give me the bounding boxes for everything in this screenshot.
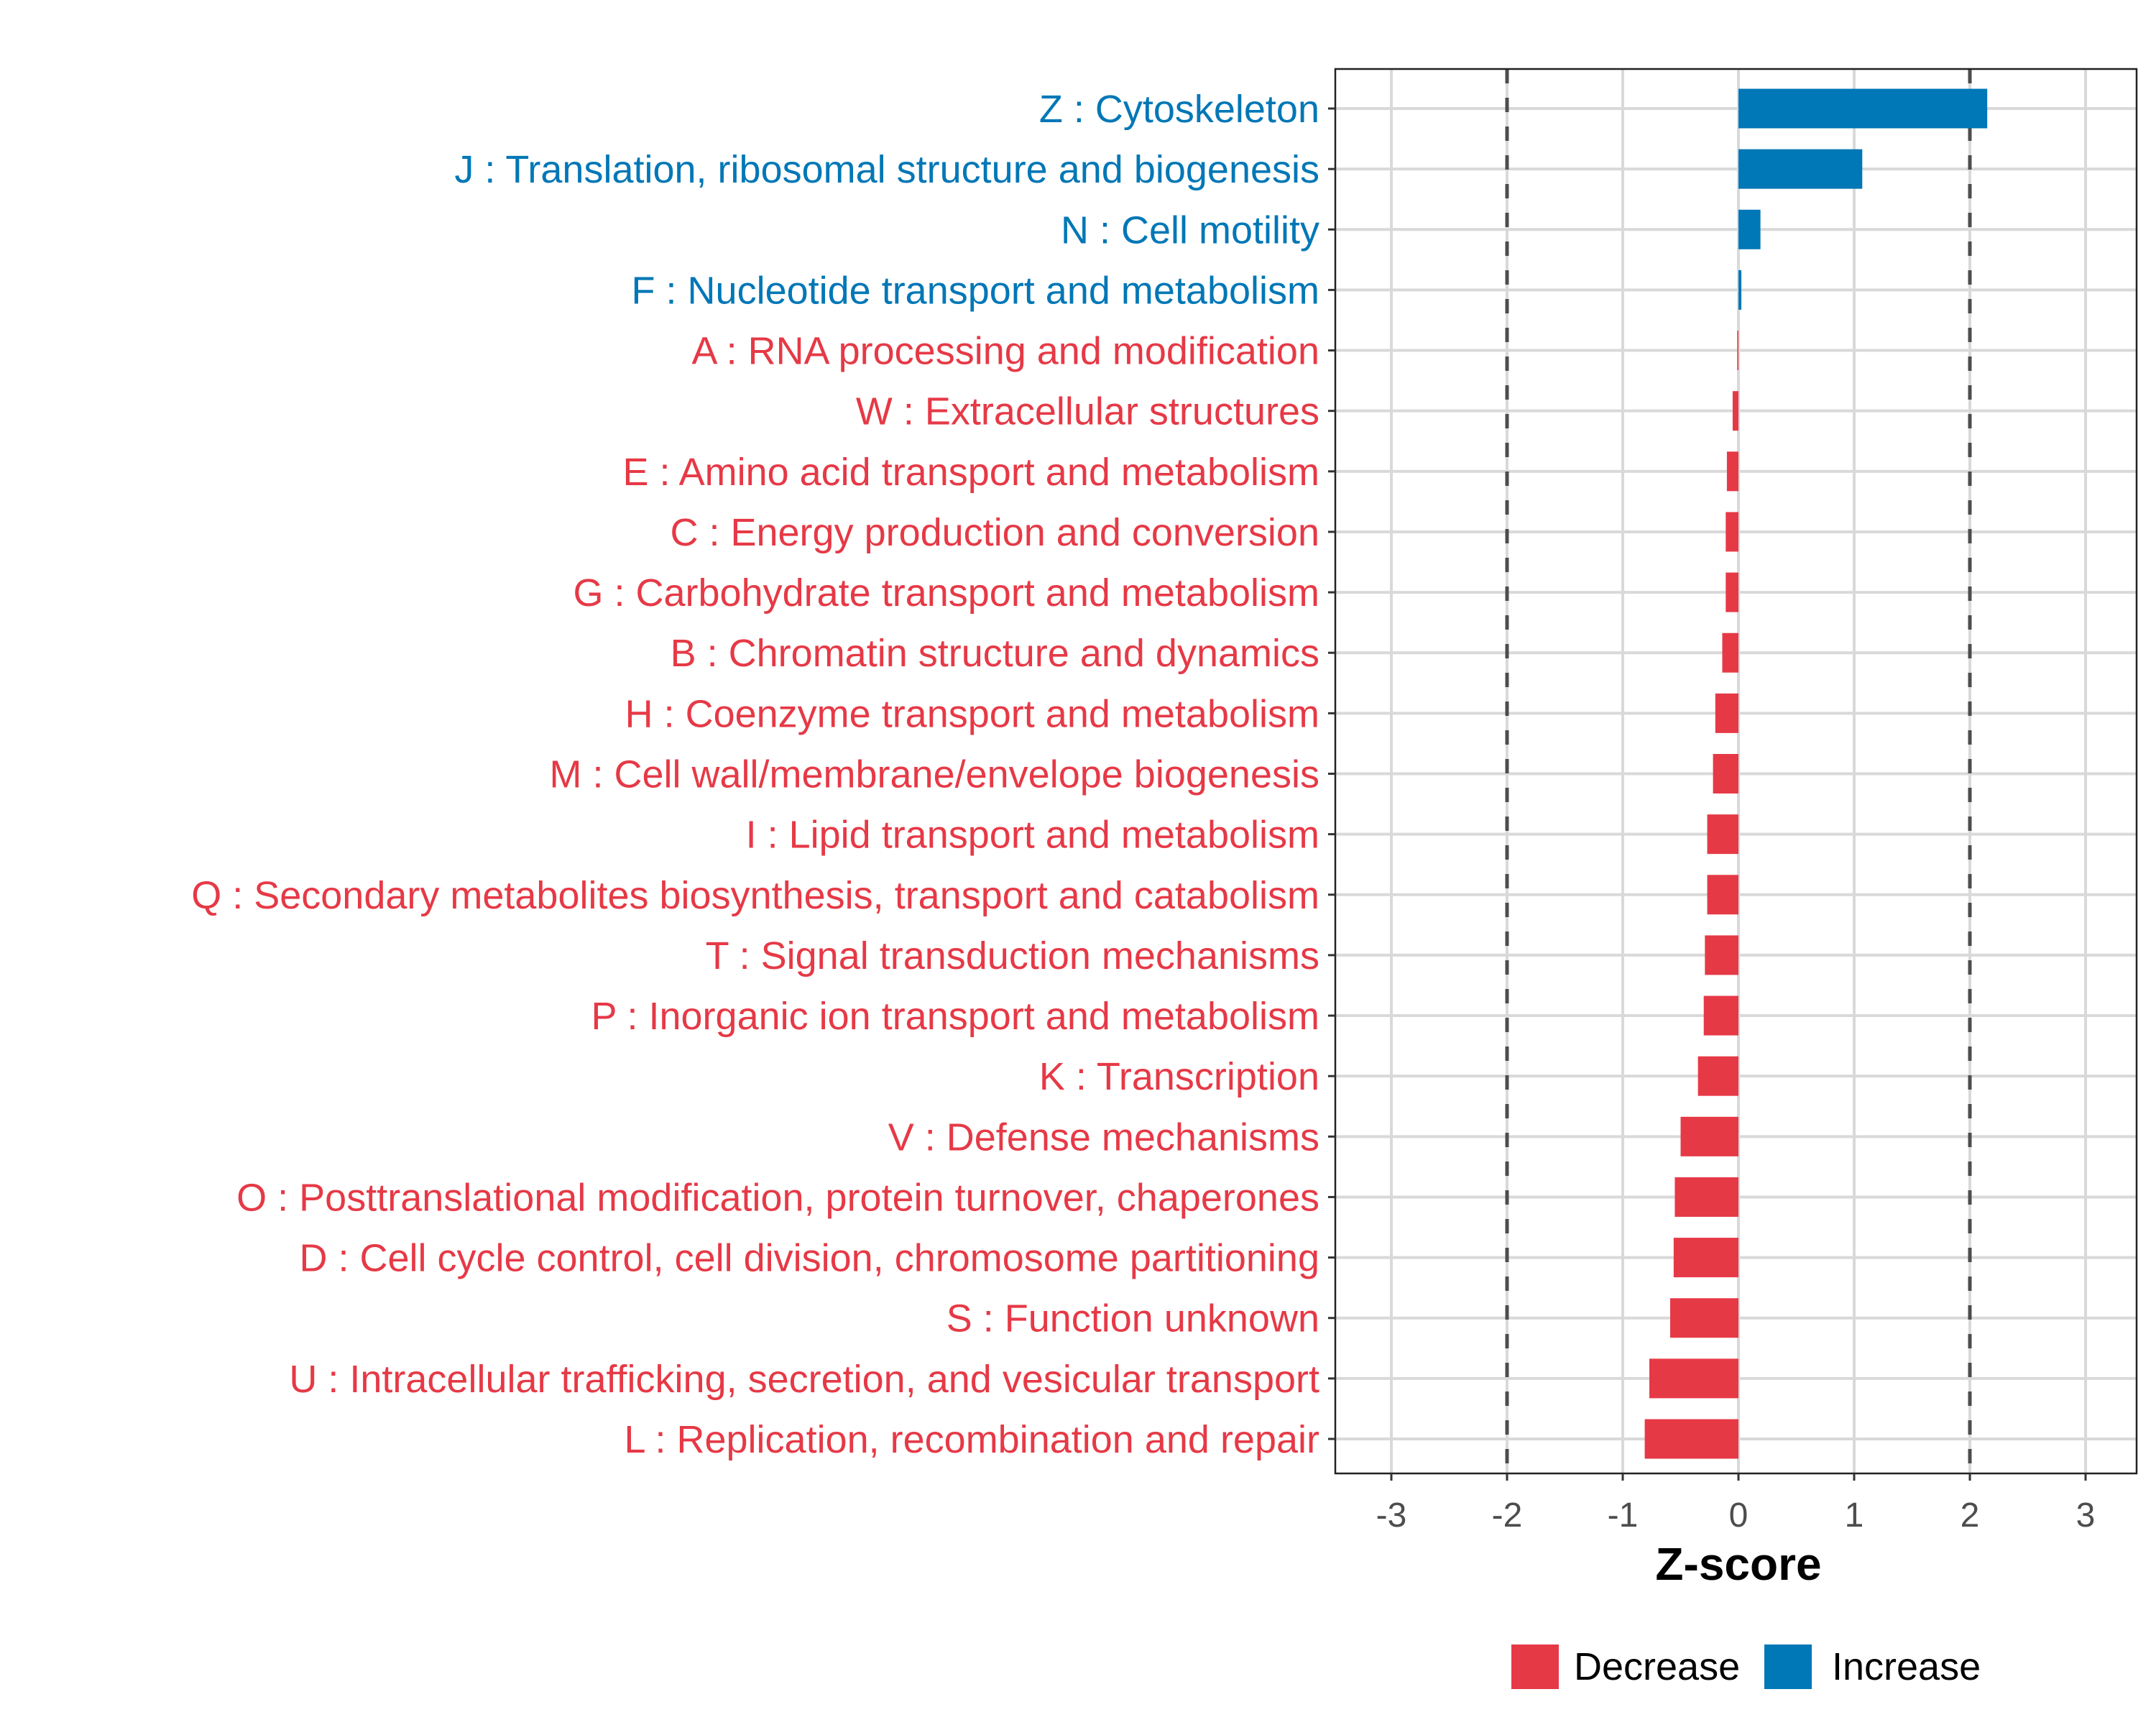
x-tick-label: 3 (2076, 1496, 2096, 1535)
bar (1703, 995, 1738, 1036)
category-label: T : Signal transduction mechanisms (706, 934, 1319, 978)
category-label: S : Function unknown (946, 1297, 1319, 1340)
legend: Decrease Increase (1511, 1644, 1981, 1689)
category-label: J : Translation, ribosomal structure and… (454, 148, 1319, 191)
bar (1680, 1116, 1738, 1156)
bar (1649, 1358, 1738, 1399)
bar (1722, 632, 1738, 673)
x-tick-label: 2 (1961, 1496, 1980, 1535)
category-label: G : Carbohydrate transport and metabolis… (573, 571, 1320, 615)
bar (1707, 814, 1738, 855)
bar (1738, 149, 1863, 189)
legend-key-decrease (1511, 1644, 1559, 1689)
category-label: L : Replication, recombination and repai… (624, 1418, 1319, 1461)
plot-panel-border (1334, 68, 2138, 1475)
category-label: H : Coenzyme transport and metabolism (625, 692, 1319, 735)
category-label: K : Transcription (1039, 1055, 1319, 1098)
x-tick-label: -1 (1608, 1496, 1639, 1535)
x-tick-label: -3 (1376, 1496, 1407, 1535)
category-label: U : Intracellular trafficking, secretion… (289, 1358, 1319, 1401)
x-tick-label: 1 (1845, 1496, 1864, 1535)
bar (1713, 754, 1738, 794)
category-label: E : Amino acid transport and metabolism (623, 451, 1319, 494)
x-tick-label: 0 (1729, 1496, 1749, 1535)
category-label: Z : Cytoskeleton (1039, 88, 1319, 131)
category-label: A : RNA processing and modification (692, 330, 1319, 373)
legend-key-increase (1764, 1644, 1812, 1689)
bar (1697, 1056, 1738, 1096)
bar (1726, 512, 1738, 552)
bar (1670, 1298, 1738, 1338)
bar (1644, 1419, 1738, 1459)
category-label: O : Posttranslational modification, prot… (236, 1176, 1319, 1219)
bar (1737, 331, 1738, 371)
category-label: F : Nucleotide transport and metabolism (632, 269, 1319, 312)
category-label: V : Defense mechanisms (888, 1116, 1319, 1159)
bar (1738, 88, 1988, 129)
category-label: Q : Secondary metabolites biosynthesis, … (191, 874, 1319, 917)
category-label: C : Energy production and conversion (670, 511, 1319, 554)
category-label: N : Cell motility (1061, 208, 1319, 252)
bar (1726, 572, 1738, 612)
bar (1707, 875, 1738, 915)
bar (1674, 1177, 1738, 1217)
category-label: B : Chromatin structure and dynamics (671, 632, 1319, 675)
bar (1738, 209, 1761, 249)
bar (1726, 451, 1738, 492)
bars (1644, 88, 1988, 1459)
category-label: P : Inorganic ion transport and metaboli… (591, 995, 1319, 1038)
reference-lines (1505, 69, 1972, 1473)
x-axis-ticks: -3 -2 -1 0 1 2 3 (1376, 1473, 2096, 1535)
category-labels: Z : Cytoskeleton J : Translation, ribosom… (191, 88, 1335, 1461)
x-tick-label: -2 (1492, 1496, 1523, 1535)
bar (1738, 270, 1742, 310)
category-label: I : Lipid transport and metabolism (746, 814, 1319, 857)
legend-label-decrease: Decrease (1574, 1645, 1740, 1688)
category-label: W : Extracellular structures (856, 390, 1319, 433)
legend-label-increase: Increase (1832, 1645, 1981, 1688)
category-label: M : Cell wall/membrane/envelope biogenes… (549, 753, 1319, 796)
category-label: D : Cell cycle control, cell division, c… (299, 1237, 1319, 1280)
bar (1705, 935, 1738, 975)
bar (1673, 1238, 1738, 1278)
bar (1732, 391, 1738, 431)
x-axis-title: Z-score (1655, 1538, 1821, 1590)
bar (1715, 693, 1738, 733)
